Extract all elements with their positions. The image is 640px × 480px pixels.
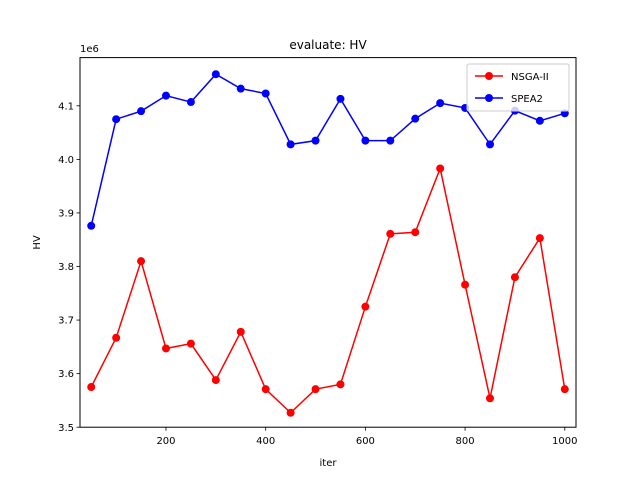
- legend-marker-spea2: [485, 94, 493, 102]
- data-point-spea2: [161, 91, 170, 100]
- data-point-spea2: [535, 116, 544, 125]
- data-point-spea2: [411, 114, 420, 123]
- data-point-nsga-ii: [560, 385, 569, 394]
- data-point-nsga-ii: [186, 339, 195, 348]
- data-point-spea2: [336, 94, 345, 103]
- data-point-nsga-ii: [87, 383, 96, 392]
- data-point-spea2: [211, 70, 220, 79]
- ticks-layer: 200 400 600 800 1000 3.5 3.6 3.7 3.8 3.9 4.0 4.1: [58, 101, 577, 447]
- data-point-nsga-ii: [361, 302, 370, 311]
- data-point-nsga-ii: [311, 385, 320, 394]
- data-point-spea2: [261, 89, 270, 98]
- series-layer: [87, 70, 569, 417]
- series-line-nsga-ii: [90, 165, 566, 414]
- data-point-spea2: [361, 136, 370, 145]
- data-point-nsga-ii: [461, 280, 470, 289]
- y-tick-label: 3.6: [58, 369, 74, 380]
- data-point-spea2: [137, 107, 146, 116]
- x-tick-label: 200: [156, 436, 175, 447]
- data-point-spea2: [236, 84, 245, 93]
- plot-area: [80, 57, 576, 428]
- data-point-nsga-ii: [236, 327, 245, 336]
- data-point-spea2: [311, 136, 320, 145]
- data-point-spea2: [186, 98, 195, 107]
- data-point-spea2: [486, 140, 495, 149]
- legend: NSGA-II SPEA2: [466, 63, 570, 112]
- data-point-spea2: [112, 115, 121, 124]
- data-point-spea2: [386, 136, 395, 145]
- data-point-spea2: [286, 140, 295, 149]
- x-tick-label: 1000: [552, 436, 577, 447]
- y-tick-label: 3.7: [58, 316, 74, 327]
- chart-title: evaluate: HV: [289, 38, 367, 52]
- data-point-nsga-ii: [535, 234, 544, 243]
- y-tick-label: 3.8: [58, 262, 74, 273]
- data-point-nsga-ii: [411, 228, 420, 237]
- data-point-nsga-ii: [286, 408, 295, 417]
- legend-label-spea2: SPEA2: [511, 94, 543, 105]
- legend-label-nsga-ii: NSGA-II: [511, 72, 549, 83]
- data-point-nsga-ii: [386, 229, 395, 238]
- series-line-spea2: [90, 73, 565, 226]
- y-tick-label: 4.1: [58, 101, 74, 112]
- plot-frame: [79, 57, 577, 428]
- y-tick-label: 3.9: [58, 209, 74, 220]
- x-tick-label: 400: [256, 436, 275, 447]
- y-axis-label: HV: [32, 235, 43, 250]
- data-point-nsga-ii: [211, 376, 220, 385]
- legend-marker-nsga-ii: [485, 72, 493, 80]
- data-point-nsga-ii: [261, 385, 270, 394]
- x-tick-label: 800: [456, 436, 475, 447]
- x-axis-label: iter: [320, 458, 338, 469]
- data-point-nsga-ii: [510, 273, 519, 282]
- data-point-nsga-ii: [112, 333, 121, 342]
- data-point-nsga-ii: [336, 380, 345, 389]
- x-tick-label: 600: [356, 436, 375, 447]
- data-point-spea2: [87, 221, 96, 230]
- y-tick-label: 4.0: [58, 155, 74, 166]
- data-point-nsga-ii: [137, 257, 146, 266]
- y-tick-label: 3.5: [58, 423, 74, 434]
- data-point-nsga-ii: [436, 164, 445, 173]
- data-point-spea2: [436, 99, 445, 108]
- data-point-nsga-ii: [161, 344, 170, 353]
- data-point-nsga-ii: [486, 394, 495, 403]
- y-offset-text: 1e6: [80, 44, 99, 55]
